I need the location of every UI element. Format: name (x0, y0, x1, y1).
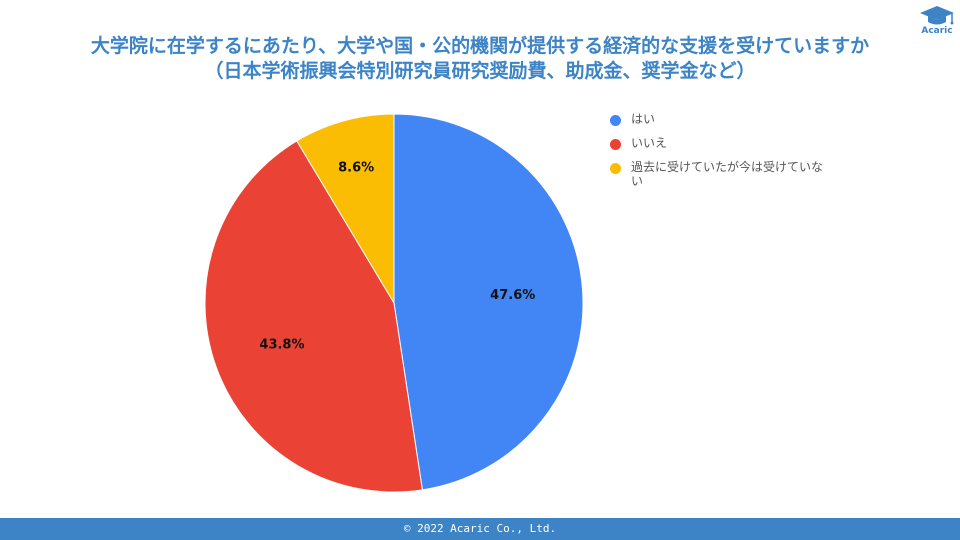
acaric-logo[interactable]: Acaric (916, 4, 958, 38)
chart-title: 大学院に在学するにあたり、大学や国・公的機関が提供する経済的な支援を受けています… (0, 34, 960, 84)
legend-item-2: 過去に受けていたが今は受けていない (610, 160, 850, 188)
chart-legend: はいいいえ過去に受けていたが今は受けていない (610, 112, 850, 198)
legend-item-0: はい (610, 112, 850, 126)
pie-slice-0 (393, 113, 584, 491)
logo-text: Acaric (921, 26, 953, 36)
legend-swatch-1 (610, 139, 621, 150)
chart-title-line2: （日本学術振興会特別研究員研究奨励費、助成金、奨学金など） (204, 60, 756, 82)
legend-label-0: はい (631, 112, 656, 126)
pie-slice-label-2: 8.6% (338, 160, 374, 175)
legend-label-2: 過去に受けていたが今は受けていない (631, 160, 824, 188)
legend-swatch-0 (610, 115, 621, 126)
legend-label-1: いいえ (631, 136, 668, 150)
legend-item-1: いいえ (610, 136, 850, 150)
chart-title-line1: 大学院に在学するにあたり、大学や国・公的機関が提供する経済的な支援を受けています… (90, 35, 870, 57)
pie-slice-label-0: 47.6% (490, 288, 535, 303)
copyright-text: © 2022 Acaric Co., Ltd. (403, 522, 557, 535)
pie-slice-label-1: 43.8% (259, 337, 304, 352)
footer-bar: © 2022 Acaric Co., Ltd. (0, 518, 960, 540)
legend-swatch-2 (610, 163, 621, 174)
graduation-cap-icon (920, 6, 954, 25)
pie-slice-2 (296, 113, 395, 305)
pie-slice-1 (204, 140, 423, 493)
